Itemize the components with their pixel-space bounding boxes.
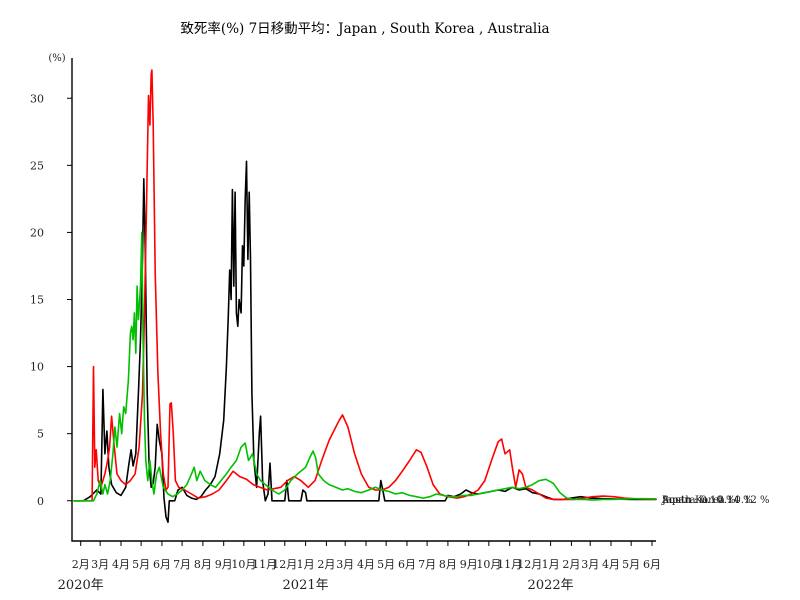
year-label: 2021年 [283,578,329,593]
x-tick-label: 12月 [517,558,542,571]
end-value-label: Japan : 0.10 % [661,495,735,506]
x-tick-label: 3月 [336,558,354,571]
x-tick-label: 5月 [622,558,640,571]
y-tick-label: 5 [37,428,44,441]
x-tick-label: 1月 [542,558,560,571]
y-tick-label: 15 [30,294,44,307]
x-tick-label: 4月 [112,558,130,571]
series-line-japan [73,160,657,523]
end-labels: Japan : 0.10 %South Korea : 0.12 %Austra… [661,495,770,506]
x-tick-label: 6月 [643,558,661,571]
x-tick-label: 9月 [460,558,478,571]
end-value-label: South Korea : 0.12 % [662,495,770,506]
x-tick-label: 3月 [91,558,109,571]
x-tick-label: 1月 [297,558,315,571]
series-line-australia [73,231,657,502]
x-tick-label: 8月 [194,558,212,571]
year-label: 2020年 [58,578,104,593]
x-tick-label: 11月 [497,558,522,571]
x-tick-label: 9月 [215,558,233,571]
series-line-south-korea [73,69,657,502]
x-tick-label: 5月 [377,558,395,571]
x-tick-label: 10月 [231,558,256,571]
series-layer [73,69,657,523]
axis-frame [71,58,656,542]
x-tick-label: 6月 [398,558,416,571]
x-tick-label: 3月 [581,558,599,571]
y-tick-label: 30 [30,92,44,105]
x-tick-label: 6月 [153,558,171,571]
chart-title: 致死率(%) 7日移動平均：Japan , South Korea , Aust… [180,20,549,37]
year-label: 2022年 [528,578,574,593]
x-tick-label: 10月 [476,558,501,571]
y-tick-label: 20 [30,226,44,239]
x-tick-label: 2月 [562,558,580,571]
x-tick-label: 12月 [272,558,297,571]
x-tick-label: 2月 [72,558,90,571]
y-tick-label: 10 [30,361,44,374]
x-tick-label: 11月 [252,558,277,571]
x-tick-label: 7月 [418,558,436,571]
x-tick-label: 4月 [602,558,620,571]
y-tick-label: 0 [37,495,44,508]
x-tick-label: 4月 [357,558,375,571]
x-tick-label: 8月 [439,558,457,571]
y-tick-label: 25 [30,159,44,172]
x-tick-label: 5月 [132,558,150,571]
x-tick-label: 7月 [173,558,191,571]
y-axis: 0 5 10 15 20 25 30 [30,92,72,508]
x-tick-label: 2月 [317,558,335,571]
end-value-label: Australia : 0.14 % [661,495,753,506]
y-axis-unit-label: (%) [48,53,65,64]
